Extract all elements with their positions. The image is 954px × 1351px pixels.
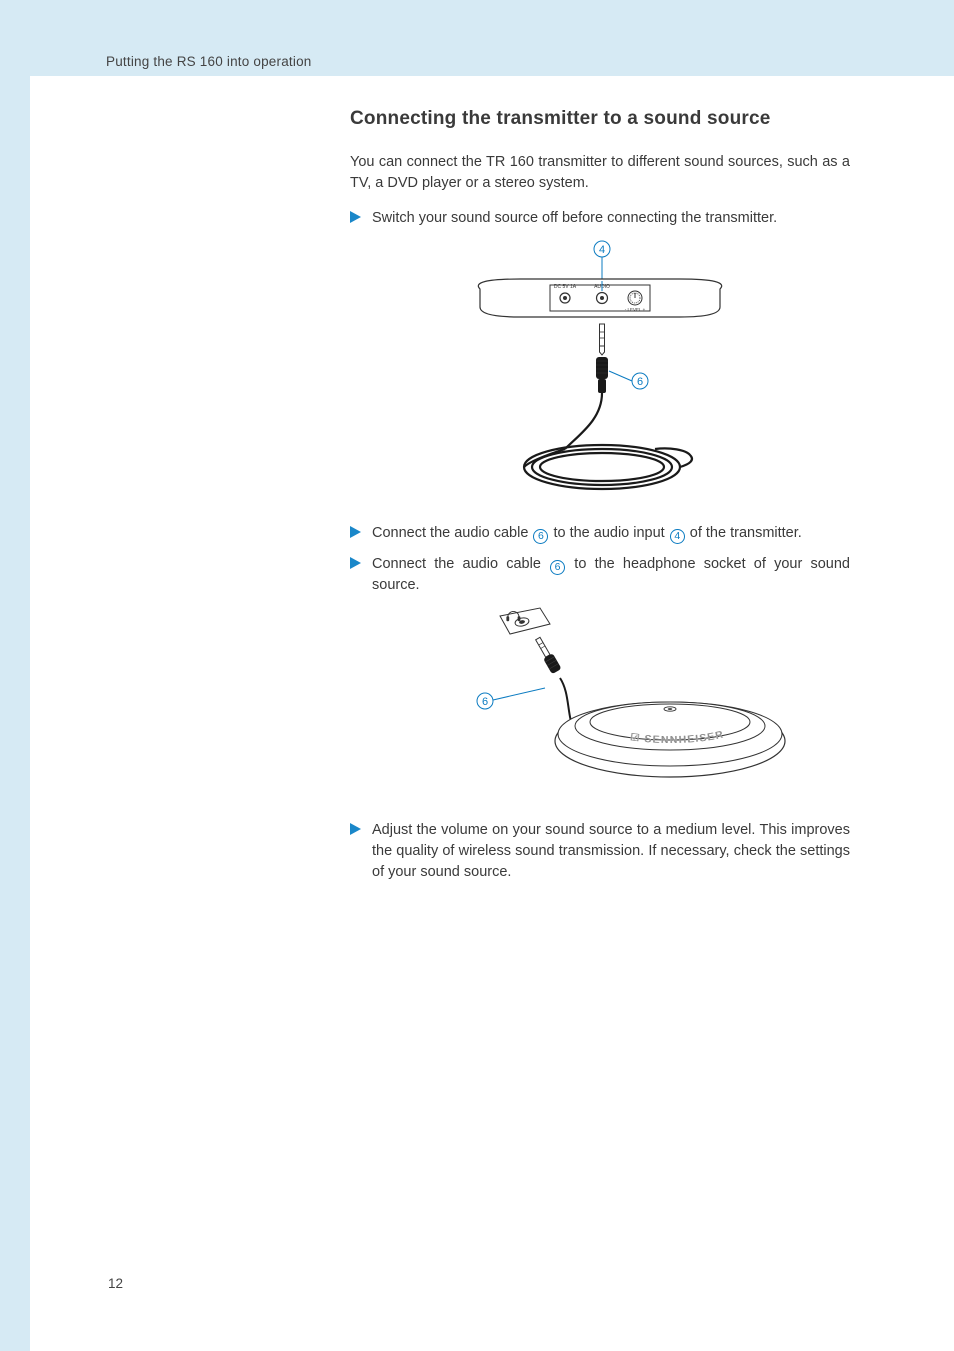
page-number: 12 <box>108 1276 123 1291</box>
audio-plug-2 <box>533 636 562 674</box>
svg-text:DC 5V 1A: DC 5V 1A <box>554 284 577 290</box>
running-header: Putting the RS 160 into operation <box>106 54 312 69</box>
step-text: Connect the audio cable 6 to the audio i… <box>372 523 850 544</box>
side-band <box>0 0 30 1351</box>
bullet-triangle-icon <box>350 823 362 835</box>
step-list-1: Switch your sound source off before conn… <box>350 208 850 229</box>
section-title: Connecting the transmitter to a sound so… <box>350 108 850 130</box>
cable-coil <box>524 393 692 489</box>
bullet-triangle-icon <box>350 526 362 538</box>
step-text: Switch your sound source off before conn… <box>372 208 850 229</box>
step-text: Connect the audio cable 6 to the headpho… <box>372 554 850 596</box>
figure-sound-source: 6 ☑ SENNHEISER <box>350 606 850 806</box>
bullet-triangle-icon <box>350 211 362 223</box>
callout-ref-icon: 6 <box>533 529 548 544</box>
main-content: Connecting the transmitter to a sound so… <box>350 108 850 893</box>
bullet-triangle-icon <box>350 557 362 569</box>
step-item: Connect the audio cable 6 to the headpho… <box>350 554 850 596</box>
callout-4-label: 4 <box>599 244 605 256</box>
step-list-2: Connect the audio cable 6 to the audio i… <box>350 523 850 596</box>
svg-text:- LEVEL +: - LEVEL + <box>625 307 646 312</box>
callout-ref-icon: 4 <box>670 529 685 544</box>
sound-source-diagram: 6 ☑ SENNHEISER <box>350 606 850 806</box>
step-item: Connect the audio cable 6 to the audio i… <box>350 523 850 544</box>
callout-6-label-2: 6 <box>482 696 488 708</box>
step-list-3: Adjust the volume on your sound source t… <box>350 820 850 883</box>
transmitter-top: ☑ SENNHEISER <box>555 702 785 777</box>
page: Putting the RS 160 into operation Connec… <box>0 0 954 1351</box>
transmitter-diagram: 4 DC 5V 1A AUDIO <box>350 239 850 509</box>
callout-6-label: 6 <box>637 376 643 388</box>
step-item: Switch your sound source off before conn… <box>350 208 850 229</box>
transmitter-body: DC 5V 1A AUDIO - LEVEL + <box>478 279 721 317</box>
step-item: Adjust the volume on your sound source t… <box>350 820 850 883</box>
intro-paragraph: You can connect the TR 160 transmitter t… <box>350 152 850 194</box>
headphone-socket-panel <box>500 608 550 634</box>
callout-ref-icon: 6 <box>550 560 565 575</box>
step-text: Adjust the volume on your sound source t… <box>372 820 850 883</box>
figure-transmitter-cable: 4 DC 5V 1A AUDIO <box>350 239 850 509</box>
audio-plug <box>596 324 608 393</box>
